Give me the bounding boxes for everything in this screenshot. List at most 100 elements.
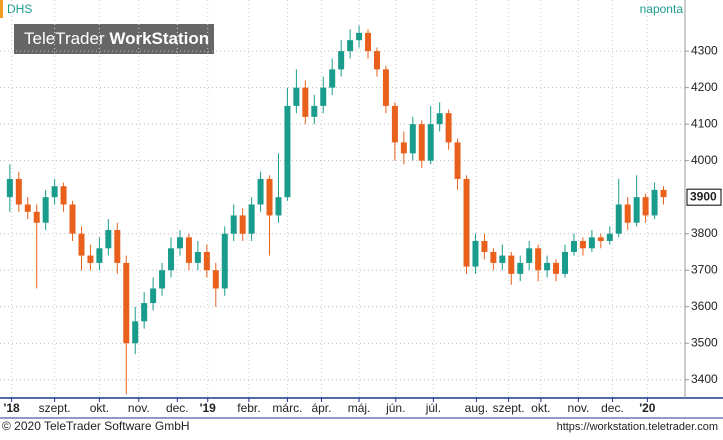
candle-body xyxy=(588,237,595,249)
candle-body xyxy=(212,270,219,289)
x-tick-label: aug. xyxy=(465,401,488,415)
candle-body xyxy=(391,105,398,143)
x-tick-label: júl. xyxy=(425,401,441,415)
candle-body xyxy=(150,288,157,304)
candle-body xyxy=(96,248,103,263)
candle-body xyxy=(87,255,94,263)
candle-body xyxy=(660,189,667,198)
symbol: DHS xyxy=(7,2,32,16)
candle-body xyxy=(257,178,264,205)
candle-body xyxy=(445,113,452,143)
candle-body xyxy=(373,51,380,70)
candle-body xyxy=(356,32,363,41)
candle-body xyxy=(132,321,139,344)
candle-body xyxy=(651,189,658,216)
candle-body xyxy=(248,204,255,234)
logo-part: WorkStation xyxy=(109,29,209,48)
logo: TeleTrader WorkStation xyxy=(24,29,209,48)
candle-body xyxy=(123,262,130,344)
x-tick-label: '18 xyxy=(4,401,21,415)
candle-body xyxy=(463,178,470,267)
candle-body xyxy=(490,251,497,263)
candle-body xyxy=(60,186,67,205)
y-tick-label: 3800 xyxy=(691,226,718,240)
candle-body xyxy=(159,270,166,289)
candle-body xyxy=(230,215,237,234)
x-tick-label: dec. xyxy=(601,401,624,415)
candle-body xyxy=(6,178,13,198)
candle-body xyxy=(615,204,622,234)
candle-body xyxy=(176,237,183,249)
candle-body xyxy=(221,233,228,289)
candle-body xyxy=(624,204,631,223)
interval: naponta xyxy=(640,2,684,16)
candle-body xyxy=(562,251,569,274)
y-tick-label: 3400 xyxy=(691,372,718,386)
candle-body xyxy=(329,69,336,88)
candle-body xyxy=(633,197,640,223)
x-tick-label: márc. xyxy=(272,401,302,415)
candle-body xyxy=(185,237,192,263)
y-tick-label: 3700 xyxy=(691,262,718,276)
candle-body xyxy=(69,204,76,234)
candle-body xyxy=(579,240,586,249)
last-price-box xyxy=(686,188,722,206)
footer-copyright: © 2020 TeleTrader Software GmbH xyxy=(2,419,190,433)
candle-body xyxy=(436,113,443,125)
x-tick-label: dec. xyxy=(166,401,189,415)
x-tick-label: nov. xyxy=(568,401,590,415)
candle-body xyxy=(15,178,22,205)
x-tick-label: szept. xyxy=(39,401,71,415)
candle-body xyxy=(105,230,112,249)
candle-body xyxy=(275,197,282,216)
x-tick-label: okt. xyxy=(531,401,550,415)
candle-body xyxy=(338,51,345,70)
candle-body xyxy=(42,197,49,223)
candle-body xyxy=(642,197,649,216)
candle-body xyxy=(427,124,434,161)
candle-body xyxy=(266,178,273,216)
candle-body xyxy=(347,40,354,52)
candle-body xyxy=(597,237,604,241)
candle-body xyxy=(472,240,479,267)
x-tick-label: '19 xyxy=(200,401,217,415)
y-tick-label: 4100 xyxy=(691,116,718,130)
candle-body xyxy=(409,124,416,154)
x-tick-label: máj. xyxy=(348,401,371,415)
logo-part: TeleTrader xyxy=(24,29,109,48)
logo-box xyxy=(14,24,214,54)
candle-body xyxy=(141,303,148,322)
candle-body xyxy=(553,262,560,274)
candle-body xyxy=(570,240,577,252)
y-tick-label: 3600 xyxy=(691,299,718,313)
candle-body xyxy=(284,105,291,198)
candle-body xyxy=(499,255,506,263)
candle-body xyxy=(606,233,613,241)
symbol-marker xyxy=(0,0,3,18)
candle-body xyxy=(114,230,121,263)
candle-body xyxy=(365,32,372,52)
candle-body xyxy=(382,69,389,106)
y-tick-label: 4300 xyxy=(691,43,718,57)
candle-body xyxy=(535,248,542,271)
candle-body xyxy=(481,240,488,252)
candle-body xyxy=(24,204,31,212)
candle-body xyxy=(526,248,533,263)
candle-body xyxy=(400,142,407,154)
candle-body xyxy=(194,251,201,263)
candle-body xyxy=(203,251,210,271)
y-tick-label: 4000 xyxy=(691,153,718,167)
candle-body xyxy=(311,105,318,117)
x-tick-label: szept. xyxy=(493,401,525,415)
candle-body xyxy=(33,211,40,223)
candle-body xyxy=(239,215,246,234)
x-tick-label: febr. xyxy=(237,401,260,415)
last-price-label: 3900 xyxy=(690,189,717,203)
candle-body xyxy=(302,87,309,117)
y-tick-label: 4200 xyxy=(691,80,718,94)
candle-body xyxy=(51,186,58,198)
candle-body xyxy=(517,262,524,274)
candle-body xyxy=(293,87,300,106)
